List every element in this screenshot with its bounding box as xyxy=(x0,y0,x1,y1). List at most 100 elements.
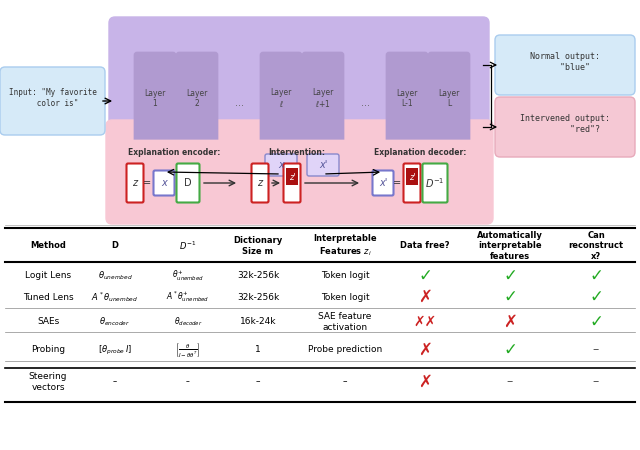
FancyBboxPatch shape xyxy=(252,163,269,202)
Text: Token logit: Token logit xyxy=(321,271,369,280)
Text: Explanation encoder:: Explanation encoder: xyxy=(128,148,220,157)
Text: ✗: ✗ xyxy=(418,373,432,391)
Text: Layer
L-1: Layer L-1 xyxy=(396,89,418,108)
Text: ✓: ✓ xyxy=(589,288,603,306)
FancyBboxPatch shape xyxy=(422,163,447,202)
Text: Layer
2: Layer 2 xyxy=(186,89,208,108)
Text: ✗✗: ✗✗ xyxy=(413,315,436,329)
Text: $A^*\theta_{unembed}^{+}$: $A^*\theta_{unembed}^{+}$ xyxy=(166,289,210,305)
Text: z': z' xyxy=(289,174,295,183)
Text: x': x' xyxy=(379,178,387,188)
FancyBboxPatch shape xyxy=(362,140,478,216)
Text: SAE feature
activation: SAE feature activation xyxy=(318,312,372,332)
Text: Logit Lens: Logit Lens xyxy=(25,271,71,280)
Text: ...: ... xyxy=(360,98,369,108)
Text: ✓: ✓ xyxy=(589,267,603,285)
Text: Method: Method xyxy=(30,242,66,251)
Text: Intervened output:
        "red"?: Intervened output: "red"? xyxy=(520,114,610,134)
FancyBboxPatch shape xyxy=(386,52,428,153)
Text: Layer
$\ell$: Layer $\ell$ xyxy=(270,88,292,109)
Text: Data free?: Data free? xyxy=(400,242,450,251)
FancyBboxPatch shape xyxy=(154,171,175,195)
Text: =: = xyxy=(143,178,151,188)
Text: z': z' xyxy=(409,174,415,183)
Text: ✗: ✗ xyxy=(418,341,432,359)
Text: D: D xyxy=(184,178,192,188)
Text: $A^*\theta_{unembed}$: $A^*\theta_{unembed}$ xyxy=(92,290,139,304)
Text: z: z xyxy=(132,178,138,188)
Text: Intervention:: Intervention: xyxy=(269,148,326,157)
Text: –: – xyxy=(186,378,190,387)
Text: ✓: ✓ xyxy=(503,288,517,306)
Text: $[\theta_{probe}\, I]$: $[\theta_{probe}\, I]$ xyxy=(98,343,132,356)
Text: SAEs: SAEs xyxy=(37,318,59,327)
Text: $\left[\frac{\theta}{I-\theta\theta^T}\right]$: $\left[\frac{\theta}{I-\theta\theta^T}\r… xyxy=(175,341,201,359)
FancyBboxPatch shape xyxy=(116,140,232,216)
Text: 32k-256k: 32k-256k xyxy=(237,292,279,302)
Text: Layer
$\ell$+1: Layer $\ell$+1 xyxy=(312,88,333,109)
Text: $\theta_{unembed}$: $\theta_{unembed}$ xyxy=(97,270,132,282)
Text: D: D xyxy=(111,242,118,251)
FancyBboxPatch shape xyxy=(176,52,218,153)
Text: 16k-24k: 16k-24k xyxy=(240,318,276,327)
Text: x: x xyxy=(161,178,167,188)
Text: 1: 1 xyxy=(255,346,261,355)
Text: Layer
1: Layer 1 xyxy=(144,89,166,108)
Text: Input: "My favorite
      color is": Input: "My favorite color is" xyxy=(8,88,97,108)
Text: $\theta_{decoder}$: $\theta_{decoder}$ xyxy=(173,316,202,328)
Text: Layer
L: Layer L xyxy=(438,89,460,108)
FancyBboxPatch shape xyxy=(372,171,394,195)
FancyBboxPatch shape xyxy=(495,35,635,95)
FancyBboxPatch shape xyxy=(177,163,200,202)
Text: $\theta_{encoder}$: $\theta_{encoder}$ xyxy=(99,316,131,328)
Text: ✓: ✓ xyxy=(589,313,603,331)
Text: Probe prediction: Probe prediction xyxy=(308,346,382,355)
FancyBboxPatch shape xyxy=(302,52,344,153)
Text: Token logit: Token logit xyxy=(321,292,369,302)
FancyBboxPatch shape xyxy=(134,52,176,153)
Text: Probing: Probing xyxy=(31,346,65,355)
Text: x': x' xyxy=(319,160,327,170)
Text: Automatically
interpretable
features: Automatically interpretable features xyxy=(477,231,543,261)
Text: –: – xyxy=(507,375,513,388)
FancyBboxPatch shape xyxy=(0,67,105,135)
Text: Tuned Lens: Tuned Lens xyxy=(22,292,74,302)
Text: ...: ... xyxy=(234,98,243,108)
FancyBboxPatch shape xyxy=(495,97,635,157)
Text: ✓: ✓ xyxy=(503,267,517,285)
Text: –: – xyxy=(343,378,348,387)
Text: x: x xyxy=(278,160,284,170)
Text: $D^{-1}$: $D^{-1}$ xyxy=(179,240,196,252)
Text: $\theta_{unembed}^{+}$: $\theta_{unembed}^{+}$ xyxy=(172,269,204,283)
Text: =: = xyxy=(393,178,401,188)
Text: Dictionary
Size m: Dictionary Size m xyxy=(234,236,283,256)
Text: –: – xyxy=(593,343,599,356)
FancyBboxPatch shape xyxy=(109,17,489,174)
Text: –: – xyxy=(256,378,260,387)
FancyBboxPatch shape xyxy=(239,140,355,216)
Bar xyxy=(286,168,298,185)
Text: Steering
vectors: Steering vectors xyxy=(29,372,67,392)
FancyBboxPatch shape xyxy=(260,52,302,153)
FancyBboxPatch shape xyxy=(127,163,143,202)
Text: ✗: ✗ xyxy=(503,313,517,331)
Text: –: – xyxy=(113,378,117,387)
Text: ✓: ✓ xyxy=(503,341,517,359)
Text: –: – xyxy=(593,375,599,388)
FancyBboxPatch shape xyxy=(284,163,301,202)
Bar xyxy=(406,168,418,185)
Text: Can
reconstruct
x?: Can reconstruct x? xyxy=(568,231,623,261)
FancyBboxPatch shape xyxy=(307,154,339,176)
FancyBboxPatch shape xyxy=(265,154,297,176)
FancyBboxPatch shape xyxy=(106,120,493,224)
Text: ✓: ✓ xyxy=(418,267,432,285)
Text: $D^{-1}$: $D^{-1}$ xyxy=(425,176,445,190)
Text: Interpretable
Features $z_i$: Interpretable Features $z_i$ xyxy=(313,234,377,258)
FancyBboxPatch shape xyxy=(403,163,420,202)
Text: Explanation decoder:: Explanation decoder: xyxy=(374,148,466,157)
Text: ✗: ✗ xyxy=(418,288,432,306)
FancyBboxPatch shape xyxy=(428,52,470,153)
Text: 32k-256k: 32k-256k xyxy=(237,271,279,280)
Text: z: z xyxy=(257,178,262,188)
Text: Normal output:
    "blue": Normal output: "blue" xyxy=(530,52,600,72)
